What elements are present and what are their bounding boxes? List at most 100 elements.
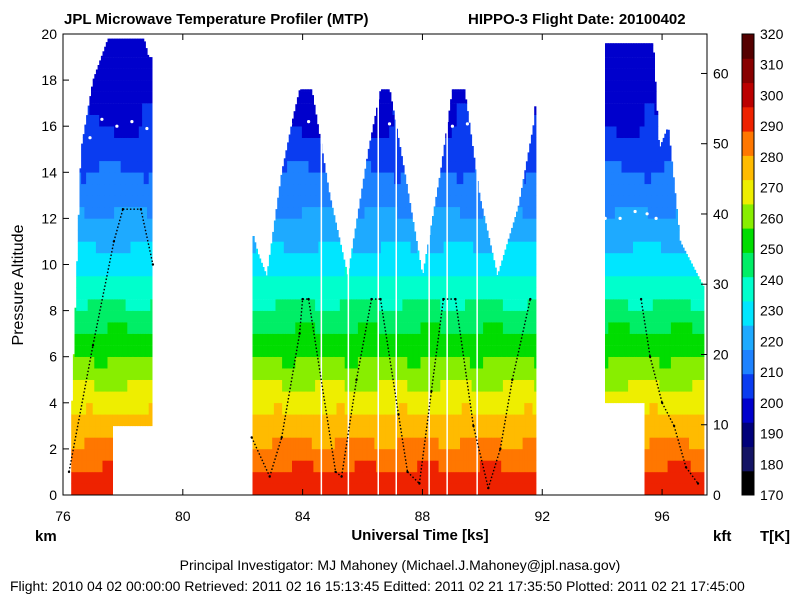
heatmap-cell	[72, 391, 76, 404]
heatmap-cell	[99, 137, 102, 150]
heatmap-cell	[356, 460, 359, 473]
heatmap-cell	[287, 276, 290, 288]
heatmap-cell	[418, 356, 421, 369]
heatmap-cell	[77, 333, 80, 346]
heatmap-cell	[357, 299, 361, 311]
heatmap-cell	[296, 97, 300, 104]
heatmap-cell	[374, 356, 377, 369]
heatmap-cell	[110, 425, 113, 438]
heatmap-cell	[140, 253, 143, 265]
heatmap-cell	[443, 160, 446, 173]
heatmap-cell	[438, 414, 441, 427]
heatmap-cell	[448, 137, 451, 150]
heatmap-cell	[142, 91, 145, 104]
heatmap-cell	[448, 195, 451, 208]
heatmap-cell	[115, 322, 118, 334]
heatmap-cell	[305, 276, 308, 288]
heatmap-cell	[71, 402, 74, 415]
heatmap-cell	[381, 160, 384, 173]
heatmap-cell	[384, 91, 387, 104]
heatmap-cell	[290, 276, 293, 288]
heatmap-cell	[376, 114, 379, 127]
heatmap-cell	[366, 414, 369, 427]
heatmap-cell	[105, 379, 108, 392]
heatmap-cell	[397, 149, 400, 162]
heatmap-cell	[326, 241, 329, 254]
heatmap-cell	[409, 264, 412, 277]
heatmap-cell	[316, 414, 319, 427]
heatmap-cell	[79, 333, 82, 346]
heatmap-cell	[390, 218, 393, 231]
heatmap-cell	[257, 448, 260, 461]
heatmap-cell	[405, 276, 408, 288]
heatmap-cell	[308, 89, 311, 92]
heatmap-cell	[402, 460, 405, 473]
heatmap-cell	[275, 264, 278, 277]
heatmap-cell	[313, 206, 316, 219]
heatmap-cell	[303, 333, 306, 346]
heatmap-cell	[308, 91, 311, 104]
heatmap-cell	[405, 299, 408, 311]
heatmap-cell	[298, 195, 301, 208]
heatmap-cell	[334, 391, 337, 404]
heatmap-cell	[109, 103, 112, 115]
heatmap-cell	[296, 471, 300, 484]
heatmap-cell	[77, 253, 80, 265]
heatmap-cell	[94, 322, 97, 334]
heatmap-cell	[324, 356, 328, 369]
heatmap-cell	[430, 225, 433, 231]
heatmap-cell	[305, 391, 308, 404]
heatmap-cell	[306, 137, 309, 150]
heatmap-cell	[441, 229, 445, 242]
heatmap-cell	[79, 345, 82, 357]
heatmap-cell	[366, 391, 369, 404]
heatmap-cell	[387, 402, 390, 415]
heatmap-cell	[300, 218, 303, 231]
heatmap-cell	[102, 183, 105, 196]
heatmap-cell	[344, 310, 347, 323]
heatmap-cell	[107, 414, 110, 427]
heatmap-cell	[397, 460, 400, 473]
heatmap-cell	[371, 483, 374, 496]
heatmap-cell	[288, 471, 291, 484]
heatmap-cell	[412, 345, 415, 357]
heatmap-cell	[306, 149, 309, 162]
heatmap-cell	[385, 276, 389, 288]
heatmap-cell	[259, 322, 262, 334]
heatmap-cell	[346, 460, 349, 473]
heatmap-cell	[310, 448, 313, 461]
heatmap-cell	[267, 345, 270, 357]
heatmap-cell	[259, 356, 262, 369]
heatmap-cell	[290, 414, 293, 427]
heatmap-cell	[87, 414, 90, 427]
heatmap-cell	[132, 183, 135, 196]
heatmap-cell	[445, 264, 448, 277]
heatmap-cell	[120, 195, 123, 208]
heatmap-cell	[272, 379, 275, 392]
heatmap-cell	[143, 149, 146, 162]
heatmap-cell	[270, 310, 273, 323]
heatmap-cell	[290, 333, 293, 346]
heatmap-cell	[290, 183, 293, 196]
heatmap-cell	[102, 172, 105, 185]
heatmap-cell	[369, 310, 372, 323]
heatmap-cell	[128, 68, 132, 81]
heatmap-cell	[321, 345, 324, 357]
heatmap-cell	[110, 149, 113, 162]
heatmap-cell	[316, 448, 319, 461]
heatmap-cell	[323, 218, 326, 231]
heatmap-cell	[382, 368, 385, 380]
heatmap-cell	[100, 460, 104, 473]
heatmap-cell	[120, 322, 123, 334]
heatmap-cell	[413, 368, 417, 380]
heatmap-cell	[115, 333, 118, 346]
heatmap-cell	[138, 206, 141, 219]
heatmap-cell	[124, 195, 127, 208]
heatmap-cell	[376, 345, 379, 357]
heatmap-cell	[102, 114, 105, 127]
heatmap-cell	[99, 253, 102, 265]
heatmap-cell	[390, 103, 393, 115]
heatmap-cell	[292, 460, 295, 473]
heatmap-cell	[148, 402, 151, 415]
heatmap-cell	[293, 229, 296, 242]
